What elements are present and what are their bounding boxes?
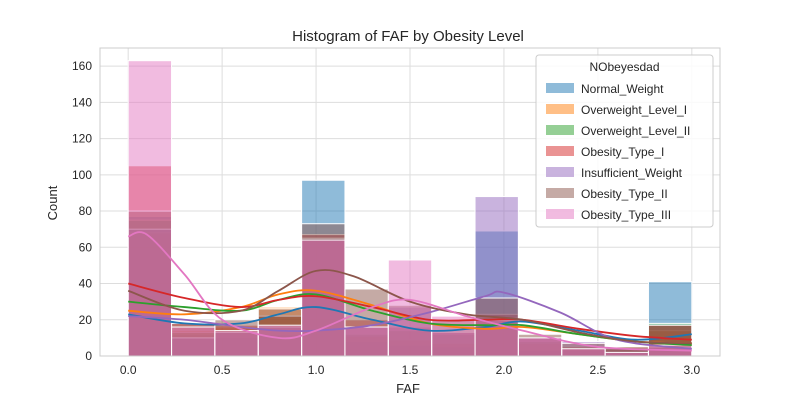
legend-swatch: [546, 125, 574, 135]
y-tick-label: 20: [79, 313, 93, 327]
legend-swatch: [546, 167, 574, 177]
x-tick-label: 2.0: [496, 363, 513, 377]
x-tick-label: 3.0: [683, 363, 700, 377]
legend-entry: Obesity_Type_III: [581, 208, 671, 222]
y-tick-label: 80: [79, 204, 93, 218]
legend-entry: Overweight_Level_II: [581, 124, 690, 138]
bar-obesity-type-iii: [388, 260, 431, 356]
x-tick-label: 2.5: [590, 363, 607, 377]
x-tick-label: 1.5: [402, 363, 419, 377]
legend-entry: Insufficient_Weight: [581, 166, 683, 180]
legend-box: [536, 55, 713, 227]
legend-swatch: [546, 146, 574, 156]
legend-entry: Obesity_Type_II: [581, 187, 668, 201]
y-tick-label: 0: [85, 349, 92, 363]
chart-title: Histogram of FAF by Obesity Level: [292, 28, 524, 45]
x-axis-label: FAF: [396, 381, 420, 396]
legend-title: NObeyesdad: [589, 60, 659, 74]
legend-entry: Obesity_Type_I: [581, 145, 664, 159]
legend-swatch: [546, 104, 574, 114]
legend-swatch: [546, 209, 574, 219]
bar-obesity-type-iii: [562, 349, 605, 356]
y-axis-label: Count: [45, 185, 60, 220]
bar-obesity-type-iii: [605, 352, 648, 356]
y-tick-label: 160: [72, 59, 92, 73]
y-tick-label: 120: [72, 132, 92, 146]
legend-swatch: [546, 188, 574, 198]
bar-obesity-type-iii: [345, 327, 388, 356]
x-tick-label: 0.5: [214, 363, 231, 377]
bar-obesity-type-iii: [432, 316, 475, 356]
y-tick-label: 60: [79, 240, 93, 254]
bar-obesity-type-iii: [172, 327, 215, 356]
y-tick-label: 100: [72, 168, 92, 182]
legend-entry: Overweight_Level_I: [581, 103, 687, 117]
x-tick-label: 0.0: [120, 363, 137, 377]
legend-swatch: [546, 83, 574, 93]
y-tick-label: 40: [79, 277, 93, 291]
bar-obesity-type-iii: [215, 331, 258, 356]
legend-entry: Normal_Weight: [581, 82, 664, 96]
legend: NObeyesdad Normal_Weight Overweight_Level_…: [536, 55, 713, 227]
bar-obesity-type-iii: [302, 240, 345, 356]
x-tick-label: 1.0: [308, 363, 325, 377]
y-tick-label: 140: [72, 95, 92, 109]
bar-obesity-type-iii: [518, 338, 561, 356]
